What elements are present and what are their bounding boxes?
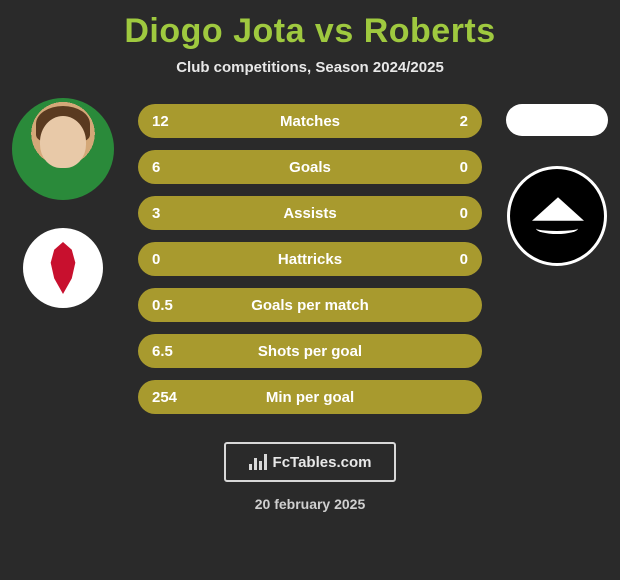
stat-value-right: 2 (424, 113, 482, 130)
chart-icon (249, 454, 267, 470)
left-player-column (8, 98, 118, 308)
stat-row: 0Hattricks0 (138, 242, 482, 276)
stat-value-left: 6.5 (138, 343, 196, 360)
club-badge-liverpool (23, 228, 103, 308)
stat-value-left: 3 (138, 205, 196, 222)
liverbird-icon (41, 242, 85, 294)
footer-logo-text: FcTables.com (273, 454, 372, 471)
stat-label: Goals (196, 159, 424, 176)
stat-value-right: 0 (424, 159, 482, 176)
stat-value-left: 254 (138, 389, 196, 406)
stat-row: 0.5Goals per match (138, 288, 482, 322)
stat-row: 3Assists0 (138, 196, 482, 230)
right-player-column (502, 98, 612, 266)
stat-row: 6Goals0 (138, 150, 482, 184)
footer-date: 20 february 2025 (0, 496, 620, 512)
stats-table: 12Matches26Goals03Assists00Hattricks00.5… (138, 104, 482, 426)
stat-value-left: 0 (138, 251, 196, 268)
stat-label: Min per goal (196, 389, 424, 406)
page-title: Diogo Jota vs Roberts (0, 0, 620, 51)
stat-label: Shots per goal (196, 343, 424, 360)
player-photo-right-placeholder (506, 104, 608, 136)
stat-value-left: 12 (138, 113, 196, 130)
page-subtitle: Club competitions, Season 2024/2025 (0, 51, 620, 76)
stat-row: 12Matches2 (138, 104, 482, 138)
footer-logo: FcTables.com (224, 442, 396, 482)
stat-value-right: 0 (424, 205, 482, 222)
ship-icon (530, 196, 584, 236)
stat-label: Matches (196, 113, 424, 130)
stat-value-left: 6 (138, 159, 196, 176)
player-photo-left (12, 98, 114, 200)
stat-label: Goals per match (196, 297, 424, 314)
stat-row: 6.5Shots per goal (138, 334, 482, 368)
stat-value-right: 0 (424, 251, 482, 268)
stat-value-left: 0.5 (138, 297, 196, 314)
comparison-area: 12Matches26Goals03Assists00Hattricks00.5… (0, 104, 620, 424)
stat-label: Hattricks (196, 251, 424, 268)
stat-row: 254Min per goal (138, 380, 482, 414)
club-badge-plymouth (507, 166, 607, 266)
stat-label: Assists (196, 205, 424, 222)
